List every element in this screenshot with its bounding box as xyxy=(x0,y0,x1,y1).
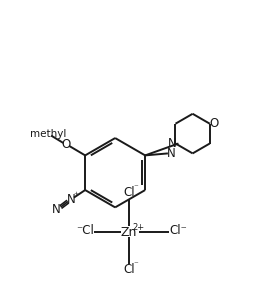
Text: ⁻: ⁻ xyxy=(134,260,138,269)
Text: ⁺: ⁺ xyxy=(73,191,78,200)
Text: 2+: 2+ xyxy=(133,223,145,232)
Text: ⁻Cl: ⁻Cl xyxy=(77,224,95,237)
Text: Cl: Cl xyxy=(123,263,135,276)
Text: Cl⁻: Cl⁻ xyxy=(170,224,188,237)
Text: Zn: Zn xyxy=(121,226,137,239)
Text: methyl: methyl xyxy=(30,129,66,139)
Text: O: O xyxy=(62,138,71,151)
Text: O: O xyxy=(209,117,218,130)
Text: N: N xyxy=(67,193,75,206)
Text: Cl: Cl xyxy=(123,186,135,199)
Text: ⁻: ⁻ xyxy=(134,183,138,192)
Text: N: N xyxy=(168,137,177,150)
Text: N: N xyxy=(52,202,61,215)
Text: N: N xyxy=(167,147,175,160)
